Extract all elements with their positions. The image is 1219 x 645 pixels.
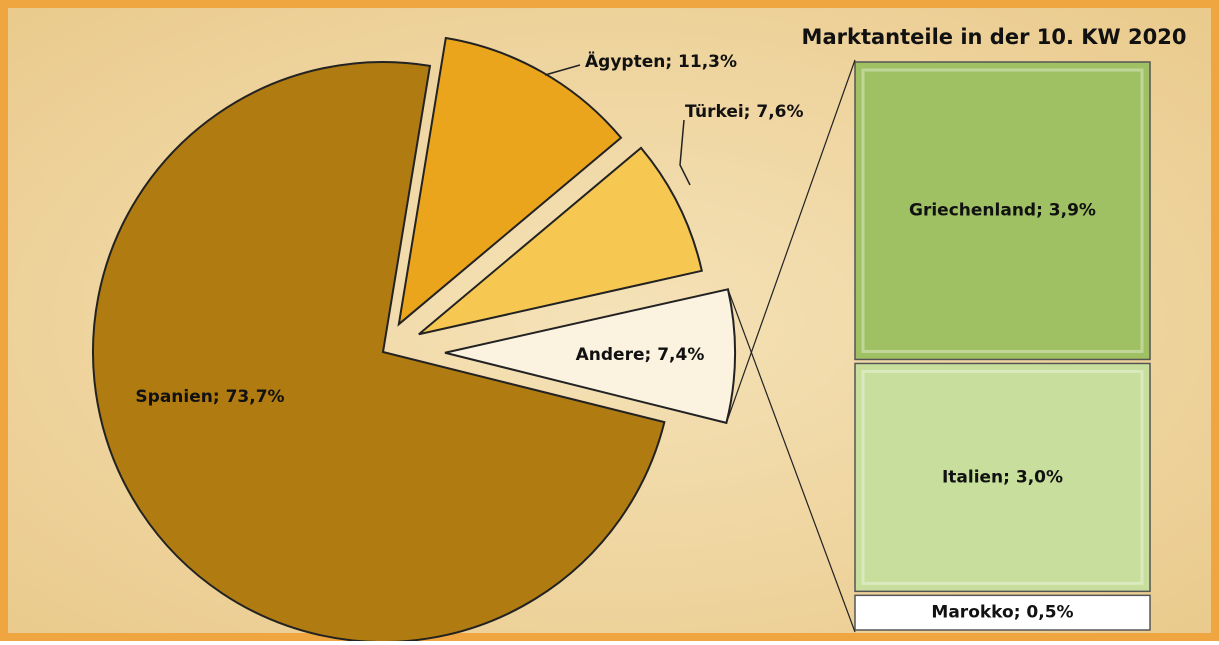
slice-label: Ägypten; 11,3% [585,50,737,72]
chart-title: Marktanteile in der 10. KW 2020 [802,25,1187,49]
pie: Spanien; 73,7% Ägypten; 11,3% Türkei; 7,6%… [92,36,804,643]
leader-line [544,64,581,76]
slice-label: Türkei; 7,6% [685,102,804,122]
connector [725,59,856,424]
segment-label: Griechenland; 3,9% [909,201,1096,221]
bevel [861,369,1144,585]
bar-segment [854,61,1151,361]
bevel [861,601,1144,624]
bar-segment [854,594,1151,631]
segment-label: Marokko; 0,5% [931,603,1073,623]
bar-segment [854,362,1151,593]
bevel [861,68,1144,353]
leader-line [679,119,691,186]
slice-label: Spanien; 73,7% [135,387,284,407]
connector [727,289,856,633]
pie-slice [92,61,666,643]
bar-stack: Marokko; 0,5% Italien; 3,0% Griechenland; … [725,59,1151,633]
pie-slice [418,146,704,336]
pie-slice [397,36,623,327]
slice-label: Andere; 7,4% [576,345,705,365]
segment-label: Italien; 3,0% [942,467,1063,487]
